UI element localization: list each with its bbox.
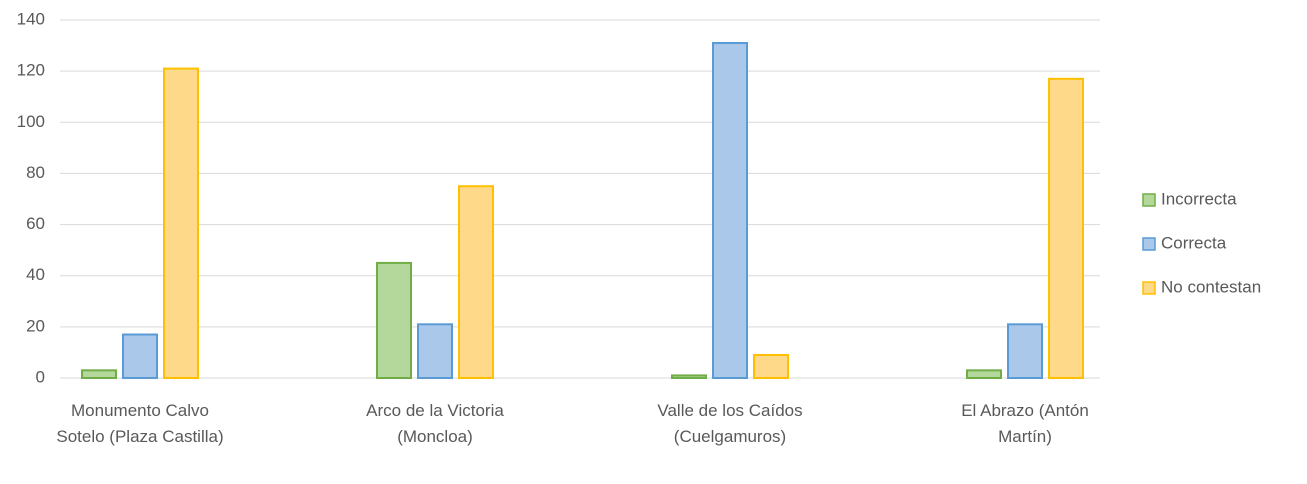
legend-swatch (1142, 281, 1156, 295)
y-tick-label: 40 (26, 265, 45, 284)
y-tick-label: 140 (17, 9, 45, 28)
x-tick-label: El Abrazo (Antón Martín) (961, 401, 1089, 446)
bar (966, 369, 1002, 380)
bar (81, 369, 117, 380)
x-tick-label: Arco de la Victoria (Moncloa) (366, 401, 504, 446)
y-tick-label: 120 (17, 61, 45, 80)
x-tick-label: Monumento Calvo Sotelo (Plaza Castilla) (56, 401, 224, 446)
bar (712, 42, 748, 380)
legend-swatch (1142, 237, 1156, 251)
legend-label: Incorrecta (1161, 189, 1237, 208)
bar (458, 185, 494, 379)
y-tick-label: 60 (26, 214, 45, 233)
bar (376, 261, 412, 379)
legend-label: No contestan (1161, 277, 1261, 296)
y-tick-label: 20 (26, 316, 45, 335)
bar (1048, 77, 1084, 379)
bar (122, 333, 158, 379)
y-tick-label: 80 (26, 163, 45, 182)
legend-swatch (1142, 193, 1156, 207)
y-tick-label: 100 (17, 112, 45, 131)
legend-label: Correcta (1161, 233, 1227, 252)
bar (753, 353, 789, 380)
bar (163, 67, 199, 379)
bar (417, 323, 453, 379)
bar (1007, 323, 1043, 379)
y-tick-label: 0 (36, 367, 45, 386)
bar (671, 374, 707, 380)
x-tick-label: Valle de los Caídos (Cuelgamuros) (657, 401, 803, 446)
